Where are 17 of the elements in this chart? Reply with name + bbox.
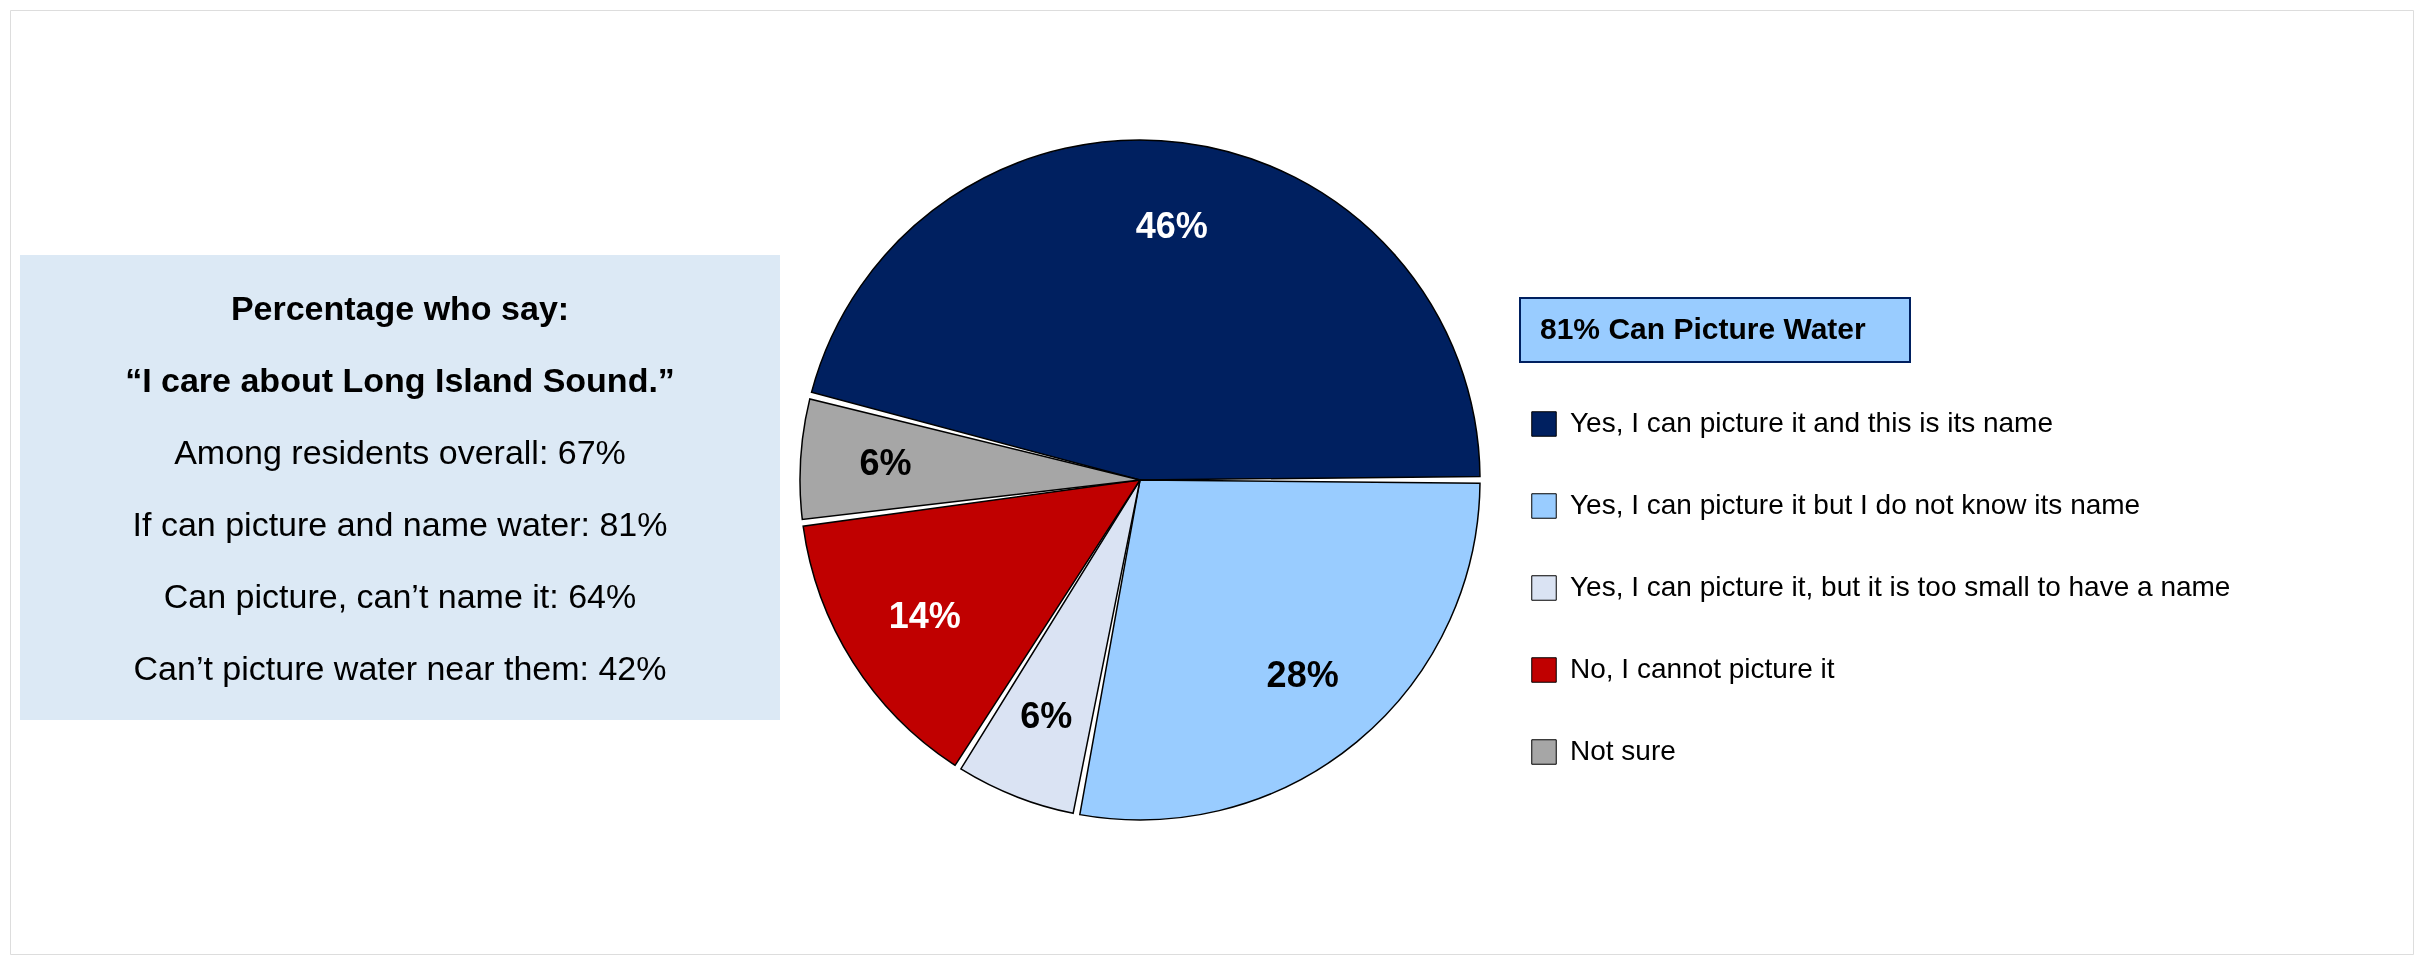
text: If can picture and name water: 81%: [132, 505, 668, 543]
text: Among residents overall: 67%: [174, 433, 626, 471]
text: Percentage who say:: [230, 289, 570, 327]
data-label: 46%: [1135, 204, 1208, 246]
legend-label: Yes, I can picture it, but it is too small to have a name: [1570, 571, 2231, 602]
legend-label: Yes, I can picture it and this is its name: [1570, 407, 2053, 438]
data-label: 14%: [888, 594, 961, 636]
text: “I care about Long Island Sound.”: [125, 361, 675, 399]
data-label: 28%: [1266, 654, 1339, 696]
data-label: 6%: [859, 442, 912, 484]
legend-label: No, I cannot picture it: [1570, 653, 1835, 684]
text: 81% Can Picture Water: [1540, 312, 1866, 345]
text: Can picture, can’t name it: 64%: [163, 577, 637, 615]
legend-label: Yes, I can picture it but I do not know its name: [1570, 489, 2141, 520]
data-label: 6%: [1020, 695, 1073, 737]
text: Can’t picture water near them: 42%: [133, 649, 667, 687]
legend-label: Not sure: [1570, 735, 1676, 766]
